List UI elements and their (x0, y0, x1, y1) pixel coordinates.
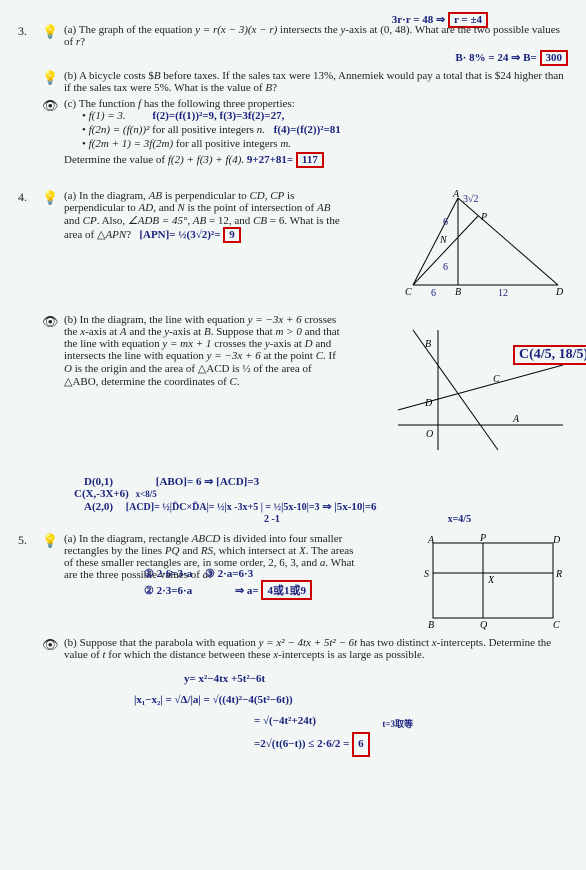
svg-text:P: P (479, 533, 486, 544)
q3c-hw1: f(2)=(f(1))²=9, f(3)=3f(2)=27, (152, 110, 284, 122)
svg-text:R: R (555, 569, 562, 580)
q3a: 💡 (a) The graph of the equation y = r(x … (42, 24, 568, 66)
svg-text:D: D (555, 287, 564, 298)
bulb-icon: 💡 (42, 533, 64, 633)
q3a-text: (a) The graph of the equation y = r(x − … (64, 24, 560, 48)
problem-5: 5. 💡 A P D S X R B Q (18, 533, 568, 761)
svg-text:C: C (553, 620, 560, 631)
svg-text:6: 6 (443, 217, 448, 228)
problem-3: 3. 💡 (a) The graph of the equation y = r… (18, 24, 568, 172)
qnum-3: 3. (18, 24, 42, 172)
qnum-4: 4. (18, 190, 42, 529)
bulb-icon: 💡 (42, 190, 64, 300)
q4b-diagram: B C D O A C(4/5, 18/5) (393, 320, 568, 475)
bulb-icon: 💡 (42, 24, 64, 66)
q3a-hw: B· 8% = 24 ⇒ B= (455, 52, 536, 64)
q4b-box: C(4/5, 18/5) (513, 345, 586, 365)
q3a-box: 300 (540, 50, 569, 66)
svg-text:D: D (552, 535, 561, 546)
svg-text:3√2: 3√2 (463, 194, 479, 205)
svg-text:P: P (480, 212, 487, 223)
q3c-box: 117 (296, 152, 324, 168)
q4a: 💡 3√2 6 6 6 12 (42, 190, 568, 300)
q3c-hw2: f(4)=(f(2))²=81 (274, 124, 341, 136)
svg-text:X: X (487, 575, 495, 586)
svg-text:D: D (424, 398, 433, 409)
q3b: 💡 (b) A bicycle costs $B before taxes. I… (42, 70, 568, 94)
svg-text:6: 6 (443, 262, 448, 273)
qnum-5: 5. (18, 533, 42, 761)
q4a-hw: [APN]= ½(3√2)²= (139, 229, 220, 241)
q4b-work: D(0,1) [ABO]= 6 ⇒ [ACD]=3 C(X,-3X+6) x<8… (64, 475, 568, 525)
svg-text:C: C (493, 374, 500, 385)
svg-text:A: A (512, 414, 520, 425)
q5b-work: y= x²−4tx +5t²−6t |x₁−x₂| = √Δ/|a| = √((… (64, 669, 568, 757)
svg-text:N: N (439, 235, 448, 246)
svg-text:O: O (426, 429, 433, 440)
svg-text:A: A (452, 190, 460, 200)
q5a-box: 4或1或9 (261, 580, 312, 600)
bulb-icon: 💡 (42, 70, 64, 94)
q5a-diagram: A P D S X R B Q C (418, 533, 568, 633)
q5a: 💡 A P D S X R B Q C (42, 533, 568, 633)
q5b-box: 6 (352, 732, 370, 757)
svg-text:B: B (425, 339, 431, 350)
svg-text:B: B (455, 287, 461, 298)
svg-text:S: S (424, 569, 429, 580)
svg-text:C: C (405, 287, 412, 298)
svg-text:12: 12 (498, 288, 508, 299)
problem-4: 4. 💡 3√2 6 6 6 12 (18, 190, 568, 529)
q4a-diagram: 3√2 6 6 6 12 A P N C B D (393, 190, 568, 300)
q4b: 👁 B C D O A C(4/5, 18/5) (42, 314, 568, 525)
eye-icon: 👁 (42, 637, 64, 757)
svg-text:6: 6 (431, 288, 436, 299)
q4a-box: 9 (223, 227, 241, 243)
svg-text:B: B (428, 620, 434, 631)
q3c-sum: 9+27+81= (247, 154, 293, 166)
q3c: 👁 (c) The function f has the following t… (42, 98, 568, 168)
svg-text:A: A (427, 535, 435, 546)
eye-icon: 👁 (42, 314, 64, 525)
eye-icon: 👁 (42, 98, 64, 168)
svg-text:Q: Q (480, 620, 488, 631)
q5b: 👁 (b) Suppose that the parabola with equ… (42, 637, 568, 757)
